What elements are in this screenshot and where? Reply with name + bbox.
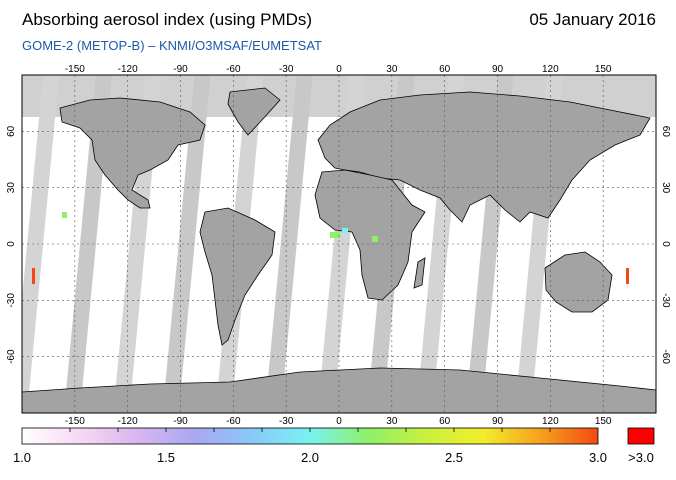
colorbar-labels: 1.0 1.5 2.0 2.5 3.0 <box>13 450 607 465</box>
map-title: Absorbing aerosol index (using PMDs) <box>22 10 313 29</box>
map-date: 05 January 2016 <box>529 10 656 29</box>
latitude-label: -60 <box>660 349 671 364</box>
longitude-label: -30 <box>279 416 294 427</box>
aerosol-pixel <box>330 232 340 238</box>
longitude-label: -60 <box>226 64 241 75</box>
longitude-label: 60 <box>439 416 451 427</box>
south-america-land <box>199 207 276 346</box>
north-america-land <box>59 97 206 209</box>
latitude-label: 30 <box>6 182 17 194</box>
latitude-labels-left: 60 30 0 -30 -60 <box>6 125 17 364</box>
longitude-label: -90 <box>173 64 188 75</box>
aerosol-pixel <box>32 268 35 284</box>
latitude-label: -60 <box>6 349 17 364</box>
map-border <box>21 74 657 414</box>
latitude-label: 30 <box>660 182 671 194</box>
colorbar-overflow-swatch <box>627 427 655 445</box>
africa-land <box>314 169 426 301</box>
madagascar-land <box>413 257 426 289</box>
longitude-label: 120 <box>542 416 559 427</box>
colorbar-label: 1.0 <box>13 450 31 465</box>
longitude-label: 120 <box>542 64 559 75</box>
orbit-gap-stripe <box>22 75 60 413</box>
longitude-label: -150 <box>65 416 85 427</box>
longitude-label: -120 <box>118 416 138 427</box>
latitude-label: -30 <box>6 293 17 308</box>
latitude-label: 60 <box>6 125 17 137</box>
longitude-label: 90 <box>492 64 504 75</box>
longitude-label: -90 <box>173 416 188 427</box>
latitude-labels-right: 60 30 0 -30 -60 <box>660 126 671 365</box>
colorbar-label: 1.5 <box>157 450 175 465</box>
aerosol-pixel <box>342 228 348 233</box>
longitude-label: 150 <box>595 64 612 75</box>
orbit-gap-stripe <box>162 75 211 413</box>
aerosol-index-pixels <box>32 212 629 284</box>
longitude-label: -150 <box>65 64 85 75</box>
colorbar-label: 3.0 <box>589 450 607 465</box>
longitude-label: 30 <box>386 64 398 75</box>
graticule <box>22 75 656 413</box>
europe-asia-land <box>317 91 651 223</box>
longitude-label: 150 <box>595 416 612 427</box>
longitude-label: 60 <box>439 64 451 75</box>
colorbar-label: 2.0 <box>301 450 319 465</box>
aerosol-pixel <box>62 212 67 218</box>
longitude-label: 0 <box>336 64 342 75</box>
data-source-subtitle: GOME-2 (METOP-B) – KNMI/O3MSAF/EUMETSAT <box>22 38 322 53</box>
longitude-label: 90 <box>492 416 504 427</box>
aerosol-pixel <box>626 268 629 284</box>
latitude-label: -30 <box>660 293 671 308</box>
colorbar-overflow-label: >3.0 <box>628 450 654 465</box>
longitude-labels-top: -150 -120 -90 -60 -30 0 30 60 90 120 150 <box>65 64 612 75</box>
latitude-label: 0 <box>660 241 671 247</box>
longitude-label: 30 <box>386 416 398 427</box>
colorbar-label: 2.5 <box>445 450 463 465</box>
australia-land <box>544 251 613 313</box>
aerosol-pixel <box>372 236 378 242</box>
longitude-label: -30 <box>279 64 294 75</box>
longitude-label: -120 <box>118 64 138 75</box>
latitude-label: 60 <box>660 126 671 138</box>
latitude-label: 0 <box>6 241 17 247</box>
greenland-land <box>227 87 281 136</box>
longitude-label: -60 <box>226 416 241 427</box>
longitude-label: 0 <box>336 416 342 427</box>
colorbar-ticks <box>69 428 551 432</box>
longitude-labels-bottom: -150 -120 -90 -60 -30 0 30 60 90 120 150 <box>65 416 612 427</box>
